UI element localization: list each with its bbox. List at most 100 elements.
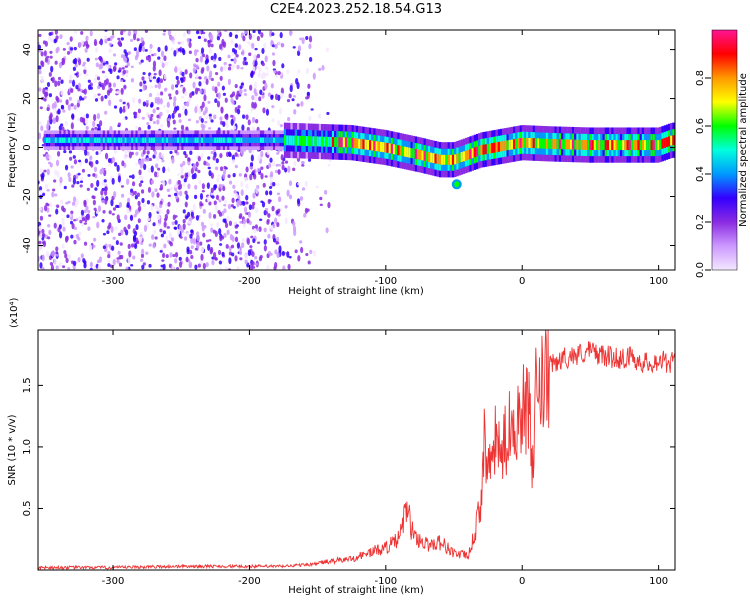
spectrogram-noise-cell [234,164,238,169]
spectrogram-noise-cell [203,94,207,102]
spectrogram-ridge-cell [161,137,165,143]
spectrogram-noise-cell [40,175,45,180]
spectrogram-ridge-cell [478,145,481,156]
spectrogram-noise-cell [247,119,251,126]
spectrogram-noise-cell [170,237,175,242]
spectrogram-noise-cell [180,174,184,179]
spectrogram-noise-cell [217,81,221,87]
spectrogram-ridge-cell [432,153,435,164]
spectrogram-noise-cell [223,233,227,238]
spectrogram-noise-cell [77,117,81,122]
spectrogram-noise-cell [281,164,285,171]
spectrogram-noise-cell [269,171,274,178]
spectrogram-ridge-cell [83,137,86,143]
spectrogram-noise-cell [325,47,329,52]
spectrogram-noise-cell [152,242,156,249]
spectrogram-noise-cell [286,251,290,258]
spectrogram-noise-cell [207,166,211,170]
spectrogram-ridge-cell [72,137,75,143]
spectrogram-noise-cell [162,30,167,33]
spectrogram-noise-cell [147,168,151,174]
spectrogram-ridge-cell [266,137,269,143]
spectrogram-ridge-cell [626,140,629,151]
spectrogram-ridge-cell [539,138,542,149]
spectrogram-noise-cell [171,157,175,164]
spectrogram-noise-cell [247,211,252,218]
spectrogram-noise-cell [267,198,271,205]
spectrogram-noise-cell [176,173,181,176]
spectrogram-ridge-cell [519,137,522,148]
spectrogram-noise-cell [254,47,258,51]
spectrogram-ridge-cell [262,137,265,143]
spectrogram-noise-cell [292,46,296,49]
spectrogram-ridge-cell [43,137,47,143]
spectrogram-noise-cell [83,241,88,246]
spectrogram-y-tick-label: 0 [22,144,33,150]
spectrogram-noise-cell [143,224,148,232]
spectrogram-noise-cell [39,106,43,110]
spectrogram-noise-cell [228,180,233,185]
spectrogram-noise-cell [166,209,170,215]
spectrogram-noise-cell [253,173,257,180]
spectrogram-noise-cell [199,192,204,200]
spectrogram-noise-cell [67,172,71,178]
spectrogram-ridge-cell [288,135,291,146]
spectrogram-noise-cell [66,214,70,219]
snr-y-axis: 0.5 1.0 1.5 [22,377,675,516]
spectrogram-noise-cell [223,62,227,66]
spectrogram-noise-cell [222,92,226,96]
spectrogram-noise-cell [95,159,99,165]
spectrogram-noise-cell [51,191,55,198]
spectrogram-noise-cell [38,70,42,75]
spectrogram-noise-cell [255,119,259,124]
spectrogram-noise-cell [186,211,191,218]
spectrogram-noise-cell [188,249,193,255]
spectrogram-ridge-cell [139,137,143,143]
spectrogram-noise-cell [141,264,145,270]
spectrogram-noise-cell [149,116,153,122]
spectrogram-noise-cell [122,69,126,75]
spectrogram-noise-cell [147,114,151,118]
spectrogram-noise-cell [275,74,279,78]
spectrogram-noise-cell [84,48,88,53]
spectrogram-noise-cell [132,255,136,260]
spectrogram-noise-cell [156,114,160,119]
spectrogram-noise-cell [253,101,257,109]
spectrogram-noise-cell [185,101,190,107]
spectrogram-noise-cell [80,253,84,259]
spectrogram-noise-cell [208,212,212,219]
spectrogram-noise-cell [238,199,242,206]
spectrogram-noise-cell [197,169,201,174]
spectrogram-noise-cell [216,100,221,108]
spectrogram-noise-cell [200,47,205,54]
spectrogram-ridge-cell [384,142,387,153]
spectrogram-noise-cell [289,84,293,93]
spectrogram-noise-cell [46,188,50,192]
spectrogram-noise-cell [260,72,265,80]
spectrogram-noise-cell [107,260,111,263]
spectrogram-ridge-cell [109,137,112,143]
spectrogram-noise-cell [188,41,192,49]
spectrogram-noise-cell [222,121,226,127]
spectrogram-noise-cell [132,234,137,241]
spectrogram-noise-cell [264,207,269,211]
spectrogram-noise-cell [265,108,270,116]
spectrogram-ridge-cell [480,145,483,155]
spectrogram-noise-cell [52,188,56,192]
spectrogram-noise-cell [39,262,43,269]
spectrogram-noise-cell [77,159,82,163]
spectrogram-ridge-cell [497,141,501,152]
spectrogram-ridge-cell [113,137,117,143]
spectrogram-noise-cell [101,199,105,204]
spectrogram-noise-cell [146,200,151,205]
spectrogram-noise-cell [68,150,73,154]
spectrogram-ridge-cell [547,138,551,149]
spectrogram-ridge-cell [137,137,141,143]
spectrogram-noise-cell [171,84,175,91]
spectrogram-ridge-cell [94,137,97,143]
spectrogram-noise-cell [243,56,247,62]
spectrogram-noise-cell [140,37,144,43]
spectrogram-noise-cell [202,262,206,270]
spectrogram-noise-cell [270,224,274,231]
spectrogram-noise-cell [64,253,68,259]
